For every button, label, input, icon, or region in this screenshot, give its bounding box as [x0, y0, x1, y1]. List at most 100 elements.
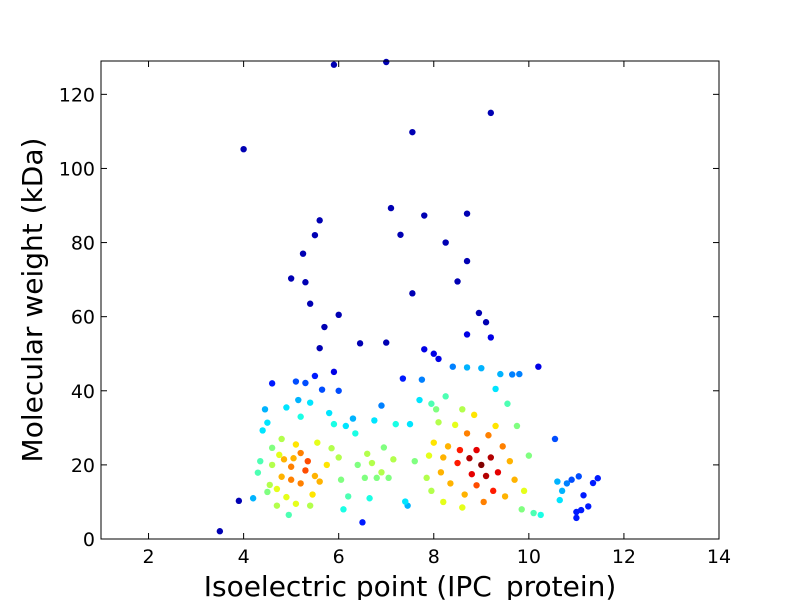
x-tick-label: 4: [238, 546, 250, 568]
data-point: [518, 506, 525, 513]
data-point: [537, 511, 544, 519]
data-point: [451, 421, 459, 429]
x-tick-label: 12: [612, 546, 636, 568]
y-tick-label: 120: [59, 84, 95, 106]
data-point: [463, 210, 471, 217]
data-point: [302, 467, 309, 474]
plot-background: [101, 61, 719, 539]
y-tick-label: 100: [59, 158, 95, 180]
data-point: [459, 406, 466, 413]
data-point: [316, 217, 323, 224]
data-point: [335, 387, 342, 394]
data-point: [292, 441, 300, 448]
data-point: [383, 58, 390, 66]
data-points: [216, 58, 601, 535]
data-point: [364, 450, 371, 457]
x-tick-label: 6: [333, 546, 345, 568]
data-point: [316, 478, 323, 485]
data-point: [520, 487, 528, 495]
data-point: [340, 506, 347, 513]
data-point: [318, 386, 326, 393]
data-point: [261, 406, 269, 413]
data-point: [499, 443, 506, 450]
data-point: [321, 323, 328, 331]
data-point: [345, 493, 352, 500]
data-point: [392, 420, 399, 428]
data-point: [463, 430, 471, 437]
data-point: [297, 480, 304, 487]
data-point: [304, 457, 311, 465]
data-point: [297, 413, 304, 420]
data-point: [492, 385, 499, 393]
data-point: [257, 457, 264, 465]
y-tick-label: 80: [71, 233, 95, 255]
data-point: [268, 461, 276, 469]
data-point: [466, 455, 473, 462]
data-point: [456, 446, 464, 454]
data-point: [330, 368, 338, 376]
data-point: [513, 422, 521, 430]
data-point: [430, 439, 437, 446]
x-tick-label: 10: [517, 546, 541, 568]
data-point: [428, 487, 435, 495]
y-tick-label: 60: [71, 307, 95, 329]
data-point: [216, 528, 224, 535]
data-point: [421, 346, 428, 353]
data-point: [501, 493, 509, 500]
data-point: [487, 334, 495, 341]
data-point: [290, 455, 297, 462]
data-point: [292, 378, 300, 385]
data-point: [302, 279, 309, 286]
data-point: [406, 420, 414, 428]
data-point: [316, 344, 323, 352]
data-point: [432, 406, 440, 413]
data-point: [442, 239, 449, 246]
data-point: [442, 393, 449, 400]
data-point: [302, 379, 309, 387]
data-point: [356, 340, 364, 347]
data-point: [485, 432, 492, 439]
x-tick-label: 2: [142, 546, 154, 568]
data-point: [409, 128, 416, 136]
data-point: [447, 480, 454, 487]
data-point: [563, 480, 571, 487]
data-point: [470, 411, 478, 419]
data-point: [594, 475, 601, 482]
data-point: [461, 491, 468, 498]
data-point: [421, 212, 428, 219]
data-point: [535, 363, 542, 370]
data-point: [416, 396, 423, 404]
data-point: [235, 497, 243, 505]
data-point: [299, 250, 307, 257]
y-tick-label: 40: [71, 381, 95, 403]
data-point: [454, 459, 461, 467]
data-point: [254, 469, 262, 476]
data-point: [335, 311, 342, 319]
data-point: [554, 478, 561, 485]
x-tick-label: 8: [428, 546, 440, 568]
data-point: [449, 363, 456, 370]
data-point: [366, 495, 373, 502]
data-point: [397, 231, 404, 238]
data-point: [473, 446, 480, 454]
data-point: [354, 461, 361, 469]
data-point: [306, 300, 314, 307]
data-point: [278, 473, 285, 480]
data-point: [489, 487, 497, 495]
y-axis-ticks: 0 20 40 60 80 100 120: [59, 84, 719, 551]
data-point: [306, 502, 314, 509]
data-point: [330, 61, 338, 68]
data-point: [478, 461, 485, 469]
data-point: [575, 473, 582, 480]
data-point: [349, 415, 357, 422]
data-point: [418, 376, 426, 383]
data-point: [589, 479, 597, 487]
data-point: [585, 503, 592, 510]
data-point: [463, 257, 471, 265]
data-point: [311, 472, 319, 480]
data-point: [280, 456, 288, 463]
data-point: [378, 469, 385, 476]
data-point: [325, 409, 333, 417]
data-point: [295, 396, 302, 404]
